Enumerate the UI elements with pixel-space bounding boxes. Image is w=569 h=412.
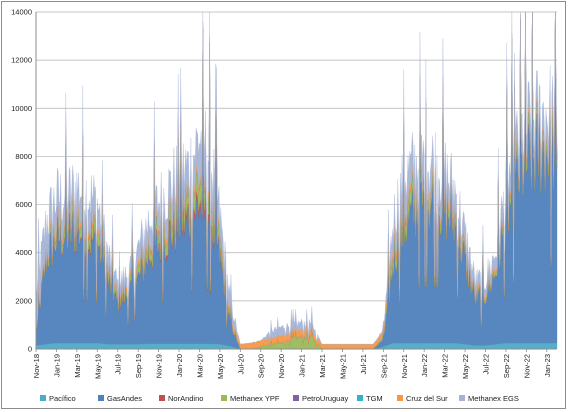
legend-swatch-pac-fico <box>40 395 46 401</box>
y-tick-label: 0 <box>28 345 32 354</box>
legend-swatch-norandino <box>159 395 165 401</box>
x-tick-label: Jan-22 <box>420 354 429 377</box>
legend-label-pac-fico: Pacífico <box>49 394 76 403</box>
x-tick-label: Jul-21 <box>359 354 368 374</box>
legend-label-methanex-ypf: Methanex YPF <box>230 394 280 403</box>
x-tick-label: Sep-20 <box>257 354 266 378</box>
x-tick-label: Sep-21 <box>379 354 388 378</box>
legend-swatch-petrouruguay <box>293 395 299 401</box>
x-tick-label: Nov-22 <box>522 354 531 378</box>
legend-swatch-methanex-ypf <box>221 395 227 401</box>
legend-label-methanex-egs: Methanex EGS <box>468 394 519 403</box>
legend: Pacífico GasAndes NorAndino Methanex YPF Pet… <box>40 394 519 403</box>
y-tick-label: 14000 <box>11 8 32 17</box>
y-tick-label: 6000 <box>15 200 32 209</box>
legend-swatch-gasandes <box>98 395 104 401</box>
area-series <box>35 11 558 350</box>
x-tick-label: Mar-21 <box>318 354 327 378</box>
x-tick-label: Nov-18 <box>32 354 41 378</box>
legend-label-gasandes: GasAndes <box>107 394 142 403</box>
x-tick-label: Nov-19 <box>155 354 164 378</box>
x-tick-label: Jan-21 <box>298 354 307 377</box>
y-tick-label: 4000 <box>15 248 32 257</box>
x-tick-label: Sep-22 <box>502 354 511 378</box>
x-tick-label: Sep-19 <box>134 354 143 378</box>
legend-swatch-cruz-del-sur <box>397 395 403 401</box>
y-tick-label: 8000 <box>15 152 32 161</box>
x-tick-label: Jul-20 <box>236 354 245 374</box>
series-area-gasandes <box>35 11 558 350</box>
x-tick-label: May-19 <box>93 354 102 379</box>
series-area-methanex-egs <box>35 11 558 345</box>
x-tick-label: Mar-22 <box>441 354 450 378</box>
legend-label-tgm: TGM <box>366 394 383 403</box>
x-tick-label: May-22 <box>461 354 470 379</box>
x-tick-label: May-20 <box>216 354 225 379</box>
x-tick-label: Jan-19 <box>52 354 61 377</box>
x-tick-label: Mar-19 <box>73 354 82 378</box>
legend-swatch-tgm <box>357 395 363 401</box>
x-tick-label: Jan-23 <box>543 354 552 377</box>
x-tick-label: May-21 <box>338 354 347 379</box>
axes: 0 2000 4000 6000 8000 10000 12000 14000 Nov-18 Ja… <box>11 8 557 379</box>
x-tick-label: Mar-20 <box>195 354 204 378</box>
x-tick-label: Jan-20 <box>175 354 184 377</box>
x-tick-label: Nov-20 <box>277 354 286 378</box>
y-tick-label: 12000 <box>11 56 32 65</box>
y-tick-label: 2000 <box>15 296 32 305</box>
legend-label-cruz-del-sur: Cruz del Sur <box>406 394 448 403</box>
x-tick-label: Nov-21 <box>400 354 409 378</box>
x-tick-label: Jul-19 <box>114 354 123 374</box>
legend-label-petrouruguay: PetroUruguay <box>302 394 349 403</box>
x-tick-label: Jul-22 <box>481 354 490 374</box>
legend-swatch-methanex-egs <box>459 395 465 401</box>
legend-label-norandino: NorAndino <box>168 394 203 403</box>
y-tick-label: 10000 <box>11 104 32 113</box>
